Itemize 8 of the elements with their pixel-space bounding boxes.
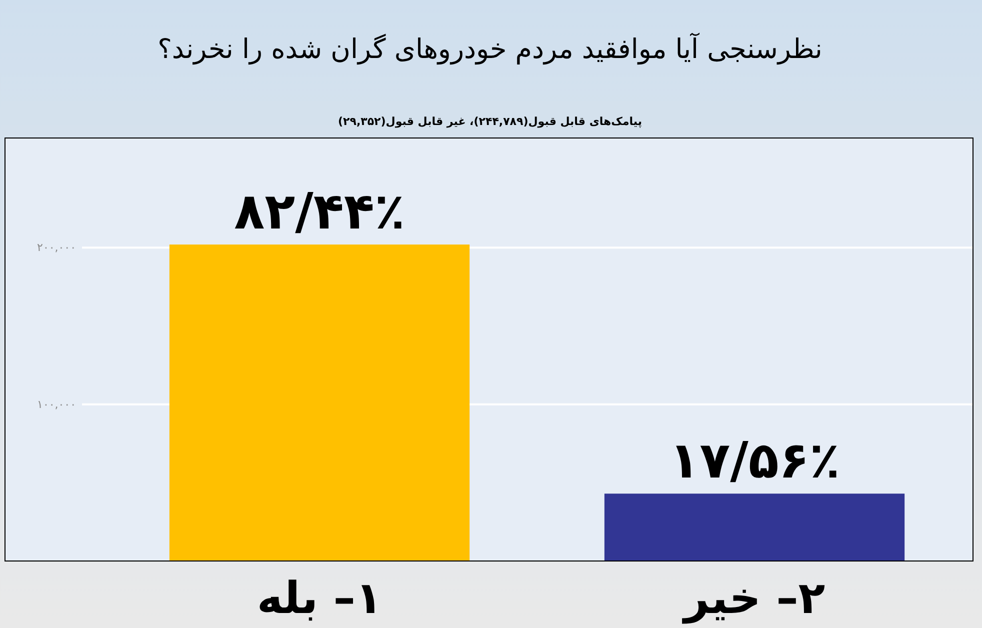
x-tick-label: ۱– بله [256,573,382,624]
x-tick-label: ۲– خیر [682,573,826,624]
chart-title: نظرسنجی آیا موافقید مردم خودروهای گران شده را نخرند؟ [158,32,822,65]
data-label: ۸۲/۴۴٪ [234,182,405,241]
data-label: ۱۷/۵۶٪ [669,432,840,490]
chart-subtitle: پیامک‌های قابل قبول(۲۴۴,۷۸۹)، غیر قابل قبول(۲۹,۳۵۲) [338,115,642,128]
y-tick-label: ۲۰۰,۰۰۰ [37,241,76,254]
y-tick-label: ۱۰۰,۰۰۰ [37,398,76,411]
